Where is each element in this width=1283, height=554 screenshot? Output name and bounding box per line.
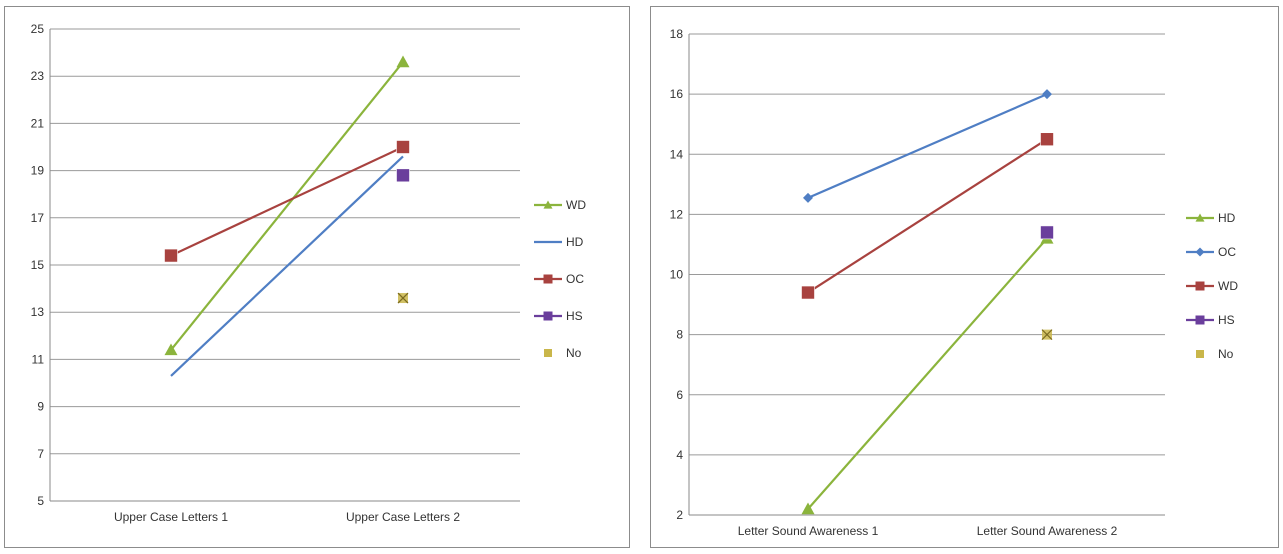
letter-sound-legend-marker-hd [1195, 213, 1205, 222]
upper-case-ytick-label-17: 17 [31, 211, 45, 225]
letter-sound-point-no-2-stroke-b [1041, 329, 1053, 341]
letter-sound-ytick-label-10: 10 [670, 268, 684, 282]
letter-sound-ytick-label-16: 16 [670, 87, 684, 101]
letter-sound-ytick-label-2: 2 [676, 508, 683, 522]
upper-case-legend-marker-oc [543, 274, 553, 284]
upper-case-ytick-label-15: 15 [31, 258, 45, 272]
letter-sound-point-wd-2 [1040, 132, 1054, 147]
letter-sound-point-oc-2 [1042, 89, 1052, 100]
upper-case-point-wd-1 [164, 343, 178, 356]
upper-case-point-hs-2 [396, 168, 410, 183]
upper-case-series-line-oc [170, 146, 404, 257]
letter-sound-legend-label-no: No [1218, 347, 1234, 361]
upper-case-ytick-label-25: 25 [31, 22, 45, 36]
letter-sound-series-line-hd [807, 237, 1048, 510]
upper-case-legend-entry-no: No [544, 346, 582, 360]
upper-case-legend-label-no: No [566, 346, 582, 360]
upper-case-ytick-label-11: 11 [32, 352, 45, 366]
upper-case-ytick-label-21: 21 [31, 116, 45, 130]
upper-case-legend-label-oc: OC [566, 272, 584, 286]
letter-sound-ytick-label-18: 18 [670, 27, 684, 41]
letter-sound-ytick-label-12: 12 [670, 207, 684, 221]
upper-case-legend-marker-no [544, 349, 552, 357]
letter-sound-legend-entry-oc: OC [1186, 245, 1236, 259]
upper-case-legend-entry-hs: HS [534, 309, 583, 323]
letter-sound-legend-entry-hd: HD [1186, 211, 1236, 225]
chart-panel-upper-case: 5 7 9 11 13 15 17 19 21 23 25 Upper Case Letters 1 U… [4, 6, 630, 548]
letter-sound-point-wd-1 [801, 285, 815, 300]
upper-case-legend-marker-hs [543, 311, 553, 321]
letter-sound-xtick-label-2: Letter Sound Awareness 2 [977, 524, 1118, 538]
upper-case-ytick-label-7: 7 [37, 447, 44, 461]
letter-sound-point-hd-1 [801, 502, 815, 515]
letter-sound-point-no-2 [1041, 329, 1053, 341]
upper-case-ytick-label-13: 13 [31, 305, 45, 319]
letter-sound-legend-entry-wd: WD [1186, 279, 1238, 293]
letter-sound-xtick-label-1: Letter Sound Awareness 1 [738, 524, 879, 538]
letter-sound-series-line-oc [807, 93, 1048, 199]
upper-case-xtick-label-1: Upper Case Letters 1 [114, 510, 228, 524]
upper-case-legend-entry-oc: OC [534, 272, 584, 286]
upper-case-legend-label-wd: WD [566, 198, 586, 212]
chart-letter-sound-awareness: 2 4 6 8 10 12 14 16 18 Letter Sound Awareness 1 Le… [670, 27, 1239, 538]
upper-case-ytick-label-19: 19 [31, 164, 45, 178]
letter-sound-series-line-wd [807, 138, 1048, 294]
chart-upper-case-letters: 5 7 9 11 13 15 17 19 21 23 25 Upper Case Letters 1 U… [31, 22, 587, 524]
letter-sound-legend-entry-hs: HS [1186, 313, 1235, 327]
letter-sound-ytick-label-14: 14 [670, 147, 684, 161]
upper-case-xtick-label-2: Upper Case Letters 2 [346, 510, 460, 524]
letter-sound-ytick-label-6: 6 [676, 388, 683, 402]
upper-case-point-no-2 [397, 292, 409, 304]
letter-sound-legend-marker-wd [1195, 281, 1205, 291]
letter-sound-legend-marker-oc [1195, 247, 1205, 257]
letter-sound-ytick-label-8: 8 [676, 328, 683, 342]
upper-case-legend-entry-wd: WD [534, 198, 586, 212]
upper-case-point-oc-2 [396, 140, 410, 154]
letter-sound-legend-marker-no [1196, 350, 1204, 358]
upper-case-series-line-hd [170, 155, 404, 377]
upper-case-legend-entry-hd: HD [534, 235, 584, 249]
upper-case-point-no-2-stroke-b [397, 292, 409, 304]
letter-sound-point-oc-1 [803, 192, 813, 203]
letter-sound-legend-label-oc: OC [1218, 245, 1236, 259]
letter-sound-legend-label-hs: HS [1218, 313, 1235, 327]
upper-case-point-wd-2 [396, 55, 410, 68]
upper-case-ytick-label-5: 5 [37, 494, 44, 508]
letter-sound-legend-label-hd: HD [1218, 211, 1236, 225]
chart-panel-letter-sound: 2 4 6 8 10 12 14 16 18 Letter Sound Awareness 1 Le… [650, 6, 1279, 548]
letter-sound-legend-label-wd: WD [1218, 279, 1238, 293]
upper-case-legend-marker-wd [543, 200, 553, 209]
upper-case-legend-label-hd: HD [566, 235, 584, 249]
upper-case-legend-label-hs: HS [566, 309, 583, 323]
upper-case-series-line-wd [170, 61, 404, 351]
upper-case-ytick-label-23: 23 [31, 69, 45, 83]
letter-sound-point-hs-2 [1040, 225, 1054, 240]
letter-sound-legend-entry-no: No [1196, 347, 1234, 361]
letter-sound-legend-marker-hs [1195, 315, 1205, 325]
letter-sound-ytick-label-4: 4 [676, 448, 683, 462]
upper-case-ytick-label-9: 9 [37, 400, 44, 414]
upper-case-point-oc-1 [164, 248, 178, 263]
